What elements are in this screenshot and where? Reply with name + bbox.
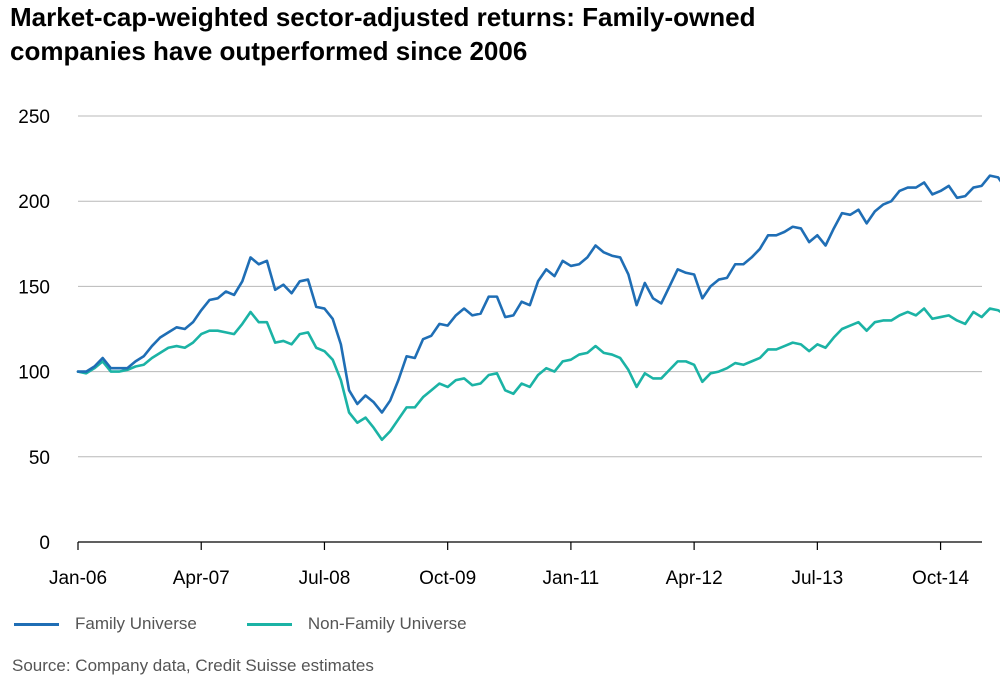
y-tick-label: 0: [39, 533, 50, 554]
legend-label-non-family: Non-Family Universe: [307, 614, 467, 633]
legend-item-family: Family Universe: [14, 614, 197, 634]
x-tick-label: Apr-07: [173, 568, 230, 589]
chart-title-line-2: companies have outperformed since 2006: [10, 36, 528, 66]
x-tick-label: Jul-13: [791, 568, 843, 589]
line-chart: 0 50 100 150 200 250 Jan-06 Apr-07 Jul-08 Oct-09 J…: [18, 107, 1000, 589]
legend-item-non-family: Non-Family Universe: [246, 614, 467, 634]
legend-swatch-non-family: [246, 622, 292, 626]
y-tick-label: 50: [29, 448, 50, 469]
y-tick-label: 100: [18, 363, 50, 384]
source-note: Source: Company data, Credit Suisse esti…: [12, 656, 374, 675]
y-tick-label: 150: [18, 277, 50, 298]
x-tick-label: Oct-14: [912, 568, 969, 589]
grid-layer: [78, 115, 982, 458]
series-layer: [76, 174, 1000, 442]
legend-label-family: Family Universe: [75, 614, 197, 633]
y-tick-label: 200: [18, 192, 50, 213]
x-tick-label: Apr-12: [666, 568, 723, 589]
legend: Family Universe Non-Family Universe: [14, 612, 517, 636]
x-tick-label: Jul-08: [299, 568, 351, 589]
y-tick-label: 250: [18, 107, 50, 128]
x-tick-label: Jan-06: [49, 568, 107, 589]
axis-layer: 0 50 100 150 200 250 Jan-06 Apr-07 Jul-08 Oct-09 J…: [18, 107, 982, 589]
series-line-family-universe: [76, 174, 1000, 414]
legend-swatch-family: [14, 622, 59, 626]
series-line-non-family-universe: [76, 307, 1000, 442]
x-tick-label: Jan-11: [543, 568, 600, 589]
chart-title-line-1: Market-cap-weighted sector-adjusted retu…: [10, 2, 756, 32]
x-tick-label: Oct-09: [419, 568, 476, 589]
chart-title: Market-cap-weighted sector-adjusted retu…: [10, 0, 990, 68]
